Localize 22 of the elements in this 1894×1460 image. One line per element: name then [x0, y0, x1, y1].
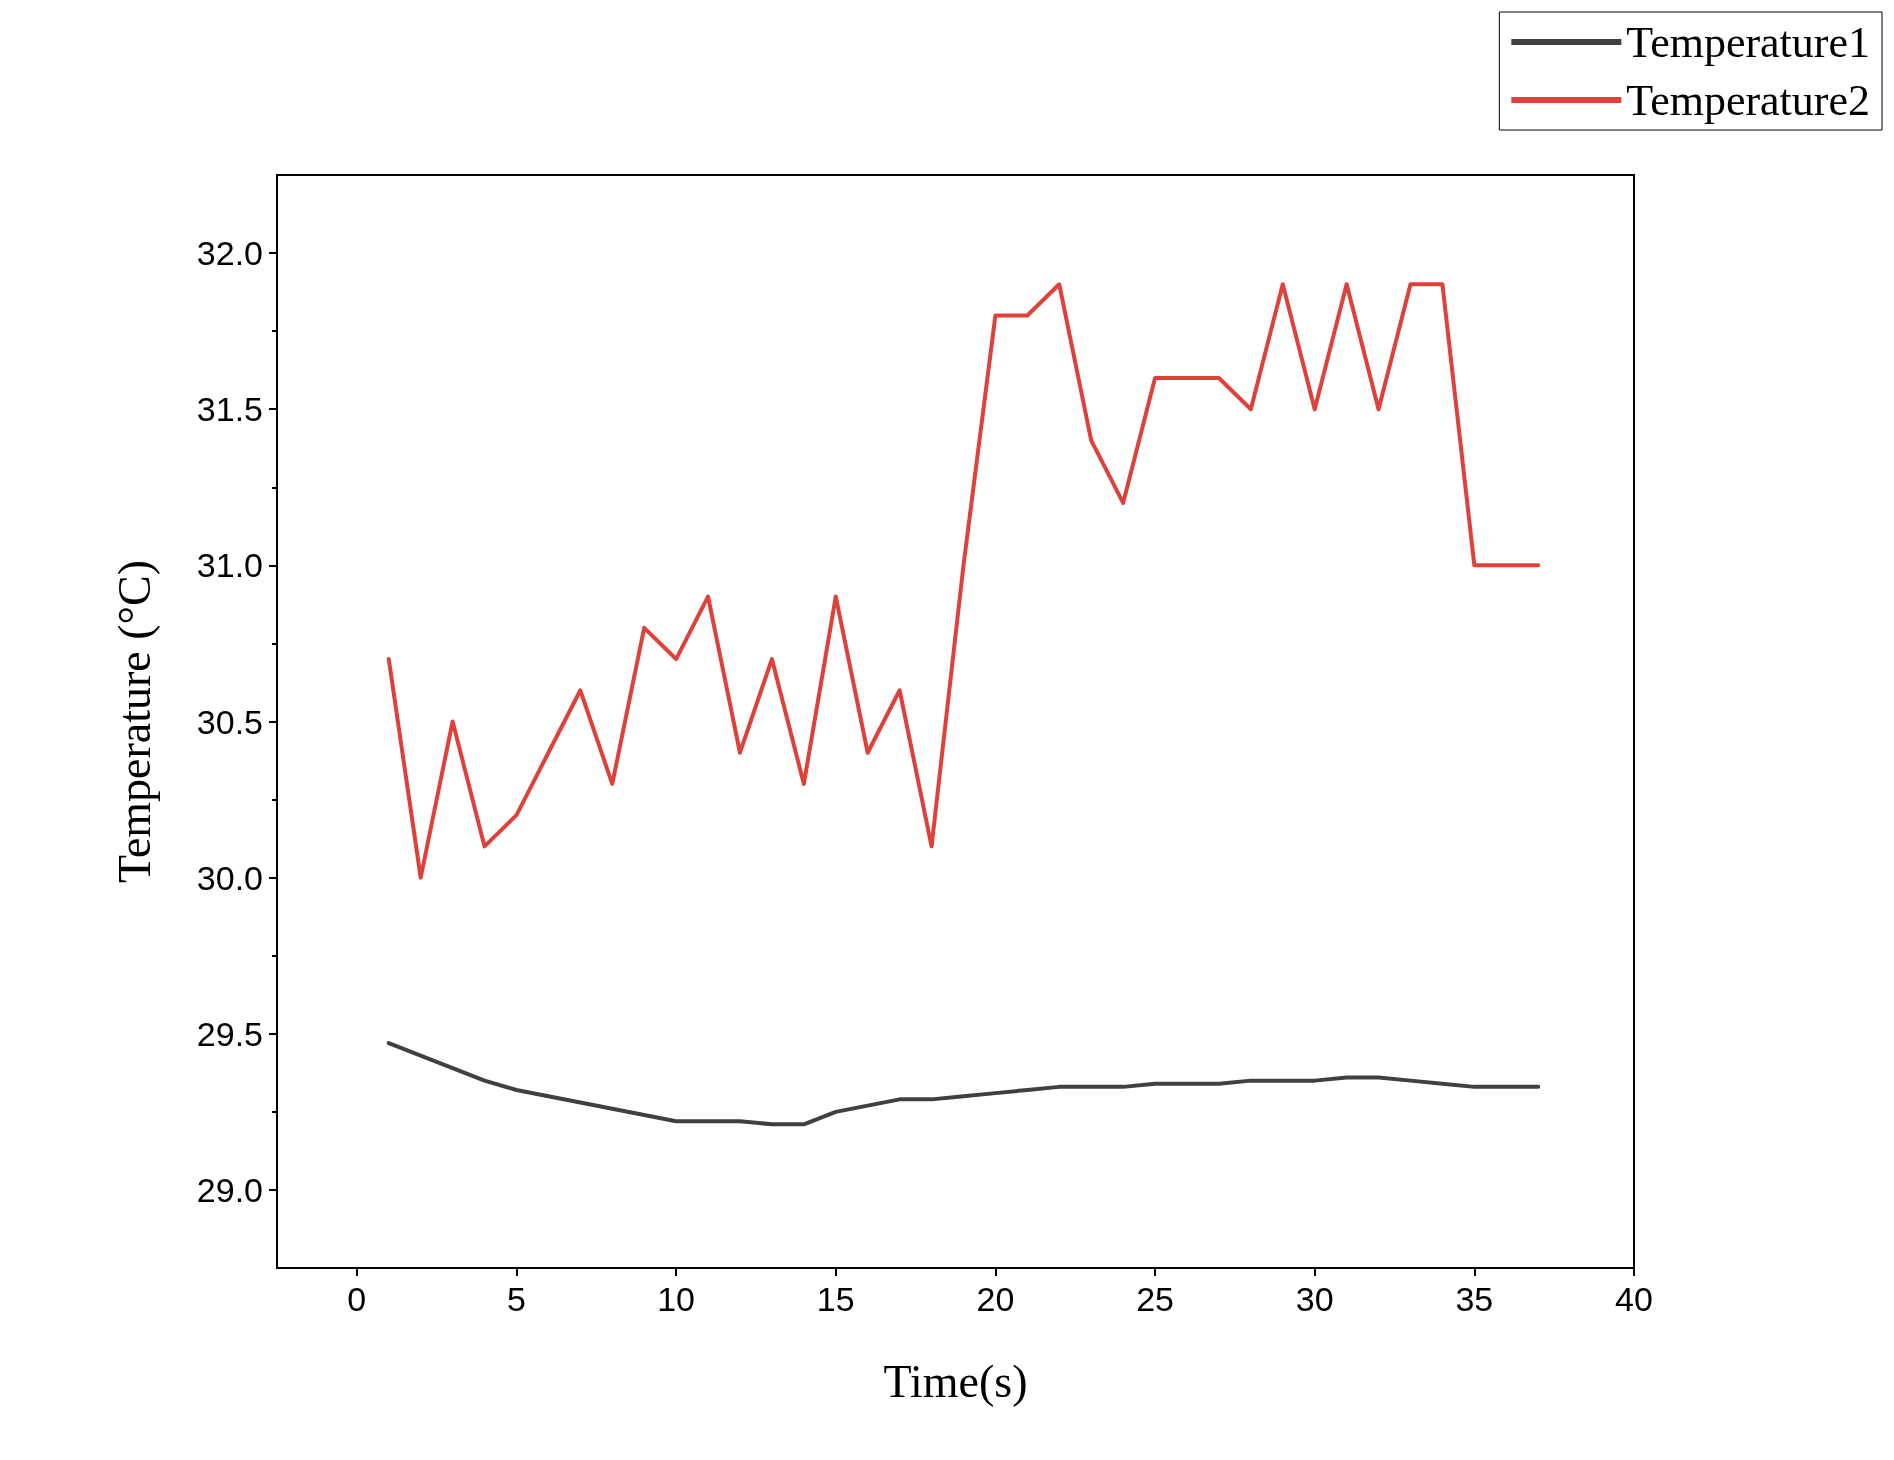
x-axis-title: Time(s) [883, 1355, 1028, 1407]
y-axis-title: Temperature (°C) [108, 560, 160, 883]
x-tick-label: 0 [347, 1280, 367, 1318]
x-tick-label: 25 [1136, 1280, 1174, 1318]
x-tick-label: 5 [507, 1280, 526, 1318]
x-tick-label: 10 [657, 1280, 696, 1318]
legend-label: Temperature1 [1626, 17, 1871, 67]
legend-label: Temperature2 [1626, 75, 1871, 125]
line-series [386, 282, 1541, 880]
x-tick-label: 20 [976, 1280, 1015, 1318]
y-tick-label: 32.0 [196, 234, 263, 273]
x-tick-label: 35 [1455, 1280, 1494, 1318]
y-tick-label: 29.0 [196, 1170, 263, 1209]
y-tick-label: 29.5 [196, 1014, 263, 1053]
line-series [386, 1041, 1541, 1127]
y-tick-label: 30.0 [196, 858, 263, 897]
x-tick-label: 40 [1615, 1280, 1653, 1318]
x-tick-label: 15 [816, 1280, 855, 1318]
y-tick-label: 31.0 [196, 546, 263, 585]
y-tick-label: 30.5 [196, 702, 263, 741]
y-tick-label: 31.5 [196, 390, 263, 429]
x-tick-label: 30 [1295, 1280, 1334, 1318]
